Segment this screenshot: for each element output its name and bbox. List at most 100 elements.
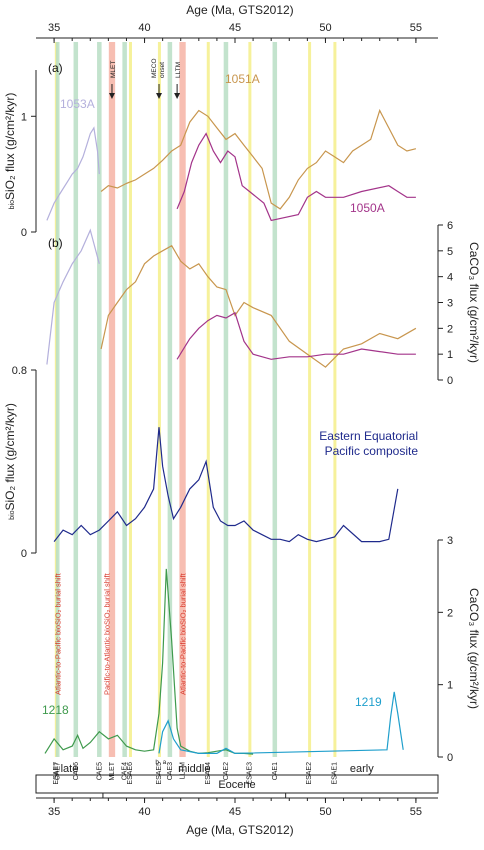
y-tick-label: 0 <box>21 227 27 239</box>
lltm-label: LLTM <box>175 62 182 78</box>
y-tick-label: 0.8 <box>12 365 27 377</box>
top-x-tick-label: 45 <box>229 22 241 34</box>
y-tick-label: 4 <box>447 272 453 284</box>
age-subdivision-label: early <box>350 763 374 775</box>
top-x-tick-label: 55 <box>410 22 422 34</box>
event-band-label: ESAE6 <box>127 762 134 785</box>
event-band-cae7 <box>55 42 60 757</box>
series-line <box>53 427 399 543</box>
y-axis-title-main: SiO₂ flux (g/cm²/kyr) <box>3 93 17 200</box>
y-tick-label: 5 <box>447 246 453 258</box>
event-band-cae5 <box>97 42 102 757</box>
event-band-cae1 <box>272 42 278 757</box>
bottom-x-axis-title: Age (Ma, GTS2012) <box>186 823 293 837</box>
bottom-x-tick-label: 35 <box>48 806 60 818</box>
series-layer <box>44 108 417 755</box>
event-band-cae2 <box>223 42 229 757</box>
event-band-esae5 <box>157 42 161 757</box>
y-tick-label: 3 <box>447 298 453 310</box>
event-band-lltm <box>179 42 186 757</box>
panel-label: (a) <box>48 61 63 75</box>
event-band-esae6 <box>128 42 132 757</box>
bottom-x-tick-label: 45 <box>229 806 241 818</box>
burial-shift-label: Atlantic-to-Pacific bioSiO₂ burial shift <box>179 572 188 695</box>
y-axis-title: bioSiO₂ flux (g/cm²/kyr) <box>3 403 17 520</box>
series-line <box>100 108 417 210</box>
event-band-label: ESAE7 <box>53 762 60 785</box>
bottom-x-tick-label: 50 <box>319 806 331 818</box>
event-band-cae6 <box>73 42 79 757</box>
y-tick-label: 2 <box>447 323 453 335</box>
series-label: 1050A <box>350 201 385 215</box>
series-line <box>158 691 404 755</box>
burial-shift-label: Pacific-to-Atlantic bioSiO₂ burial shift <box>103 572 112 695</box>
y-tick-label: 1 <box>447 680 453 692</box>
top-x-tick-label: 40 <box>138 22 150 34</box>
y-tick-label: 0 <box>447 752 453 764</box>
event-band-label: CAE7 <box>55 762 62 780</box>
series-label-composite: Pacific composite <box>325 444 419 458</box>
bottom-x-tick-label: 40 <box>138 806 150 818</box>
meco-label: MECO <box>151 59 158 79</box>
event-band-label: ESAE2 <box>306 762 313 785</box>
burial-shift-label: Atlantic-to-Pacific bioSiO₂ burial shift <box>54 572 63 695</box>
event-band-label: CAE5 <box>96 762 103 780</box>
event-band-label: ESAE5 <box>156 762 163 785</box>
event-band-label: CAE3 <box>167 762 174 780</box>
series-line <box>44 568 254 755</box>
age-subdivision-label: middle <box>178 763 210 775</box>
event-bands <box>54 42 337 757</box>
top-x-axis-title: Age (Ma, GTS2012) <box>186 3 293 17</box>
y-axis-title-main: SiO₂ flux (g/cm²/kyr) <box>3 403 17 510</box>
y-tick-label: 1 <box>21 111 27 123</box>
top-x-tick-label: 50 <box>319 22 331 34</box>
event-band-label: CAE4 <box>122 762 129 780</box>
age-subdivision-label: late <box>61 763 79 775</box>
annotation-b: b <box>155 759 159 766</box>
strat-row <box>36 793 438 798</box>
series-line <box>46 126 100 221</box>
top-x-tick-label: 35 <box>48 22 60 34</box>
mlet-label: MLET <box>110 61 117 78</box>
event-band-esae2 <box>308 42 312 757</box>
event-band-label: ESAE3 <box>246 762 253 785</box>
event-band-esae1 <box>333 42 337 757</box>
series-line <box>176 132 416 222</box>
y-tick-label: 2 <box>447 607 453 619</box>
event-band-label: ESAE4 <box>205 762 212 785</box>
event-band-label: CAE1 <box>272 762 279 780</box>
epoch-label: Eocene <box>218 779 255 791</box>
event-band-cae3 <box>167 42 173 757</box>
annotation-a: a <box>163 759 167 766</box>
bottom-x-tick-label: 55 <box>410 806 422 818</box>
series-label: 1218 <box>42 703 69 717</box>
series-label-composite: Eastern Equatorial <box>319 429 418 443</box>
series-line <box>100 244 417 368</box>
event-band-label: CAE2 <box>223 762 230 780</box>
y-tick-label: 6 <box>447 220 453 232</box>
event-band-cae4 <box>122 42 127 757</box>
series-line <box>176 311 416 360</box>
event-band-label: LLTM <box>180 762 187 780</box>
panel-label: (b) <box>48 236 63 250</box>
y-tick-label: 0 <box>21 548 27 560</box>
event-band-label: CAE6 <box>73 762 80 780</box>
series-label: 1219 <box>355 695 382 709</box>
y-axis-title-sub: bio <box>9 200 16 209</box>
event-band-esae4 <box>206 42 210 757</box>
series-label: 1051A <box>225 72 260 86</box>
y-tick-label: 3 <box>447 535 453 547</box>
event-band-label: ESAE1 <box>332 762 339 785</box>
event-band-mlet <box>108 42 116 757</box>
y-tick-label: 1 <box>447 349 453 361</box>
y-axis-title: CaCO₃ flux (g/cm²/kyr) <box>467 242 481 363</box>
event-band-esae3 <box>248 42 252 757</box>
meco-onset-label: onset <box>159 62 166 78</box>
series-line <box>46 228 100 365</box>
y-tick-label: 0 <box>447 375 453 387</box>
y-axis-title-sub: bio <box>9 510 16 519</box>
y-axis-title: CaCO₃ flux (g/cm²/kyr) <box>467 588 481 709</box>
